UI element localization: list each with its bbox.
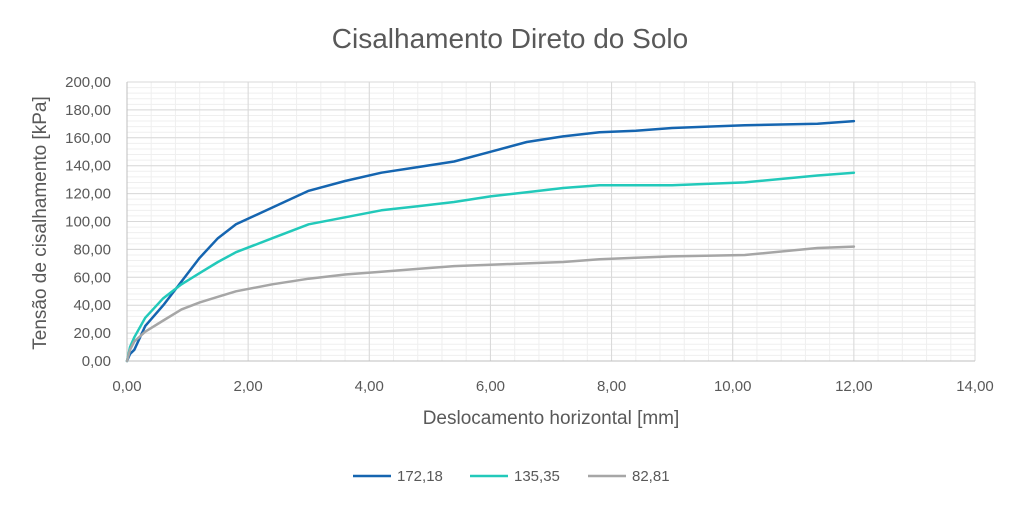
y-tick-label: 60,00 <box>73 269 111 286</box>
series-line <box>125 245 856 363</box>
legend: 172,18 135,35 82,81 <box>353 468 670 485</box>
x-tick-label: 10,00 <box>714 378 752 395</box>
x-tick-label: 2,00 <box>234 378 263 395</box>
y-tick-label: 80,00 <box>73 241 111 258</box>
x-tick-label: 8,00 <box>597 378 626 395</box>
y-tick-label: 140,00 <box>65 158 111 175</box>
series-lines <box>125 119 856 363</box>
x-tick-label: 4,00 <box>355 378 384 395</box>
series-line <box>125 171 856 363</box>
major-gridlines <box>127 81 976 361</box>
y-tick-label: 180,00 <box>65 102 111 119</box>
chart-title: Cisalhamento Direto do Solo <box>332 23 688 54</box>
x-tick-labels: 0,00 2,00 4,00 6,00 8,00 10,00 12,00 14,00 <box>112 378 993 395</box>
x-tick-label: 12,00 <box>835 378 873 395</box>
x-tick-label: 6,00 <box>476 378 505 395</box>
x-tick-label: 0,00 <box>112 378 141 395</box>
legend-label: 82,81 <box>632 468 670 485</box>
y-tick-label: 100,00 <box>65 214 111 231</box>
legend-label: 172,18 <box>397 468 443 485</box>
y-tick-labels: 0,00 20,00 40,00 60,00 80,00 100,00 120,00 140,… <box>65 74 111 370</box>
axes <box>126 82 975 362</box>
y-tick-label: 40,00 <box>73 297 111 314</box>
y-tick-label: 200,00 <box>65 74 111 91</box>
y-tick-label: 160,00 <box>65 130 111 147</box>
y-axis-title: Tensão de cisalhamento [kPa] <box>30 96 51 350</box>
x-tick-label: 14,00 <box>956 378 994 395</box>
legend-label: 135,35 <box>514 468 560 485</box>
x-axis-title: Deslocamento horizontal [mm] <box>423 408 680 429</box>
y-tick-label: 20,00 <box>73 325 111 342</box>
y-tick-label: 120,00 <box>65 186 111 203</box>
y-tick-label: 0,00 <box>82 353 111 370</box>
series-line <box>125 119 856 363</box>
